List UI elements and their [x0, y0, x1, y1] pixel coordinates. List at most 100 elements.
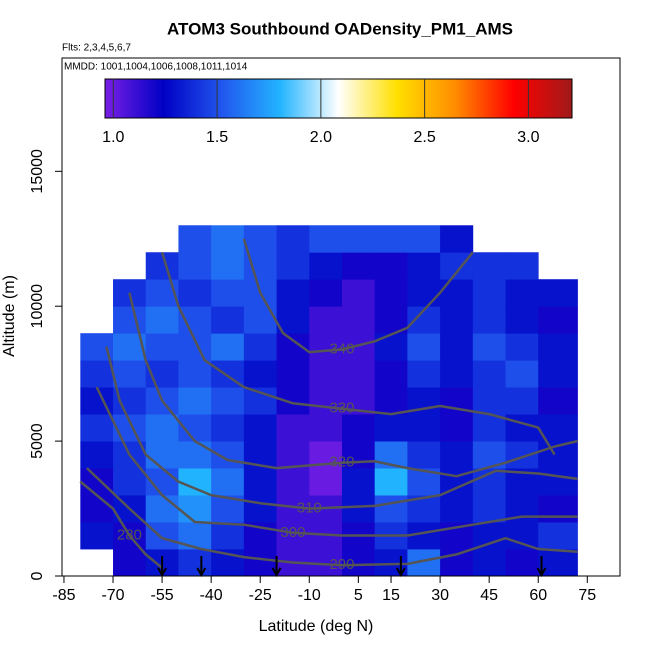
- contour-line: [160, 251, 556, 456]
- contour-line: [105, 346, 578, 510]
- heat-cell: [113, 549, 147, 577]
- heat-cell: [538, 360, 578, 388]
- heat-cell: [538, 549, 578, 577]
- heat-cell: [407, 414, 441, 442]
- contour-label: 300: [280, 524, 305, 541]
- heat-cell: [309, 360, 343, 388]
- colorbar-tick-label: 2.5: [414, 129, 436, 146]
- heat-cell: [472, 333, 506, 361]
- heat-cell: [440, 279, 474, 307]
- heat-cell: [211, 387, 245, 415]
- heat-cell: [374, 252, 408, 280]
- heat-cell: [309, 252, 343, 280]
- heat-cell: [505, 279, 539, 307]
- heat-cell: [341, 360, 376, 388]
- x-tick-label: -55: [151, 587, 174, 604]
- heat-cell: [341, 252, 376, 280]
- heat-cell: [374, 414, 408, 442]
- heat-cell: [538, 522, 578, 550]
- heat-cell: [440, 306, 474, 334]
- heat-cell: [505, 252, 539, 280]
- heat-cell: [472, 387, 506, 415]
- x-tick-label: 60: [529, 587, 547, 604]
- heat-cell: [374, 360, 408, 388]
- y-axis-label: Altitude (m): [1, 275, 18, 357]
- x-tick-label: -40: [200, 587, 223, 604]
- heat-cell: [178, 387, 212, 415]
- heat-cell: [243, 333, 277, 361]
- heat-cell: [243, 360, 277, 388]
- heat-cell: [341, 441, 376, 469]
- heat-cell: [276, 414, 310, 442]
- heat-cell: [341, 225, 376, 253]
- contour-label: 280: [117, 527, 142, 544]
- heat-cell: [178, 225, 212, 253]
- heat-cell: [145, 441, 179, 469]
- y-tick-label: 5000: [29, 423, 46, 459]
- heat-cell: [211, 333, 245, 361]
- chart-title: ATOM3 Southbound OADensity_PM1_AMS: [167, 19, 513, 38]
- heat-cell: [309, 333, 343, 361]
- heat-cell: [276, 468, 310, 496]
- heat-cell: [309, 306, 343, 334]
- heat-cell: [472, 549, 506, 577]
- profile-arrow: [536, 556, 547, 578]
- heat-cell: [374, 468, 408, 496]
- profile-arrow: [196, 556, 207, 578]
- contour-label: 290: [329, 556, 354, 573]
- heat-cell: [211, 225, 245, 253]
- heat-cell: [538, 468, 578, 496]
- heat-cell: [407, 279, 441, 307]
- heat-cell: [309, 414, 343, 442]
- heat-cell: [178, 252, 212, 280]
- heat-cell: [113, 360, 147, 388]
- contour-label: 310: [297, 500, 322, 517]
- heat-cell: [80, 441, 114, 469]
- contour-line: [95, 386, 578, 537]
- colorbar-tick-label: 1.0: [102, 129, 124, 146]
- heat-cell: [145, 522, 179, 550]
- heat-cell: [80, 414, 114, 442]
- x-tick-label: 75: [578, 587, 596, 604]
- heat-cell: [374, 387, 408, 415]
- x-tick-label: -10: [298, 587, 321, 604]
- x-tick-label: 45: [480, 587, 498, 604]
- heat-cell: [178, 306, 212, 334]
- heat-cell: [276, 333, 310, 361]
- heat-cell: [407, 441, 441, 469]
- contour-line: [242, 238, 474, 354]
- heat-cell: [440, 495, 474, 523]
- contour-label: 330: [329, 400, 354, 417]
- heat-cell: [407, 333, 441, 361]
- heat-cell: [538, 495, 578, 523]
- x-tick-label: -25: [249, 587, 272, 604]
- heat-cell: [80, 495, 114, 523]
- heat-cell: [374, 333, 408, 361]
- heat-cell: [440, 225, 474, 253]
- x-tick-label: -85: [52, 587, 75, 604]
- profile-arrow: [395, 556, 406, 578]
- contour-label: 320: [329, 454, 354, 471]
- heat-cell: [341, 306, 376, 334]
- heat-cell: [178, 549, 212, 577]
- heat-cell: [472, 522, 506, 550]
- colorbar-tick-label: 3.0: [517, 129, 539, 146]
- heat-cell: [276, 225, 310, 253]
- heat-cell: [309, 225, 343, 253]
- heat-cell: [472, 279, 506, 307]
- heat-cell: [243, 306, 277, 334]
- contour-line: [128, 292, 578, 478]
- heat-cell: [472, 306, 506, 334]
- heat-cell: [276, 252, 310, 280]
- heat-cell: [178, 333, 212, 361]
- heat-cell: [211, 522, 245, 550]
- y-tick-label: 10000: [29, 284, 46, 329]
- x-axis-label: Latitude (deg N): [259, 618, 374, 635]
- colorbar-tick-label: 2.0: [310, 129, 332, 146]
- heat-cell: [505, 360, 539, 388]
- heat-cell: [178, 441, 212, 469]
- heat-cell: [505, 549, 539, 577]
- x-tick-label: -70: [101, 587, 124, 604]
- heat-cell: [145, 333, 179, 361]
